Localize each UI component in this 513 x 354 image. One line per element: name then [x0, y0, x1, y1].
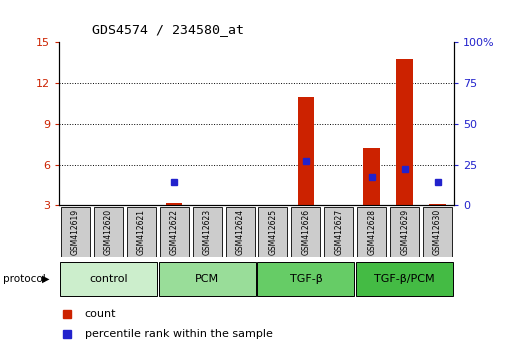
Text: percentile rank within the sample: percentile rank within the sample — [85, 329, 272, 339]
Text: GSM412630: GSM412630 — [433, 209, 442, 255]
Text: GSM412626: GSM412626 — [301, 209, 310, 255]
Bar — [390, 207, 419, 257]
Text: TGF-β: TGF-β — [289, 274, 322, 284]
Bar — [258, 262, 354, 296]
Text: GDS4574 / 234580_at: GDS4574 / 234580_at — [92, 23, 244, 36]
Bar — [166, 202, 183, 205]
Bar — [193, 207, 222, 257]
Text: GSM412625: GSM412625 — [268, 209, 278, 255]
Bar — [397, 59, 413, 205]
Text: GSM412623: GSM412623 — [203, 209, 212, 255]
Bar — [356, 262, 453, 296]
Bar — [94, 207, 123, 257]
Bar — [127, 207, 156, 257]
Bar — [159, 262, 255, 296]
Text: GSM412622: GSM412622 — [170, 209, 179, 255]
Bar — [61, 207, 90, 257]
Bar — [298, 97, 314, 205]
Text: GSM412624: GSM412624 — [235, 209, 245, 255]
Bar — [364, 148, 380, 205]
Bar — [291, 207, 320, 257]
Text: GSM412619: GSM412619 — [71, 209, 80, 255]
Text: control: control — [89, 274, 128, 284]
Text: count: count — [85, 309, 116, 319]
Bar — [60, 262, 157, 296]
Bar — [423, 207, 452, 257]
Text: GSM412621: GSM412621 — [137, 209, 146, 255]
Text: TGF-β/PCM: TGF-β/PCM — [374, 274, 435, 284]
Bar — [357, 207, 386, 257]
Bar — [160, 207, 189, 257]
Text: GSM412629: GSM412629 — [400, 209, 409, 255]
Bar — [226, 207, 254, 257]
Text: GSM412627: GSM412627 — [334, 209, 343, 255]
Text: PCM: PCM — [195, 274, 219, 284]
Bar — [429, 204, 446, 205]
Text: GSM412620: GSM412620 — [104, 209, 113, 255]
Text: GSM412628: GSM412628 — [367, 209, 376, 255]
Bar — [324, 207, 353, 257]
Bar — [259, 207, 287, 257]
Text: protocol: protocol — [3, 274, 45, 284]
Text: ▶: ▶ — [42, 274, 50, 284]
